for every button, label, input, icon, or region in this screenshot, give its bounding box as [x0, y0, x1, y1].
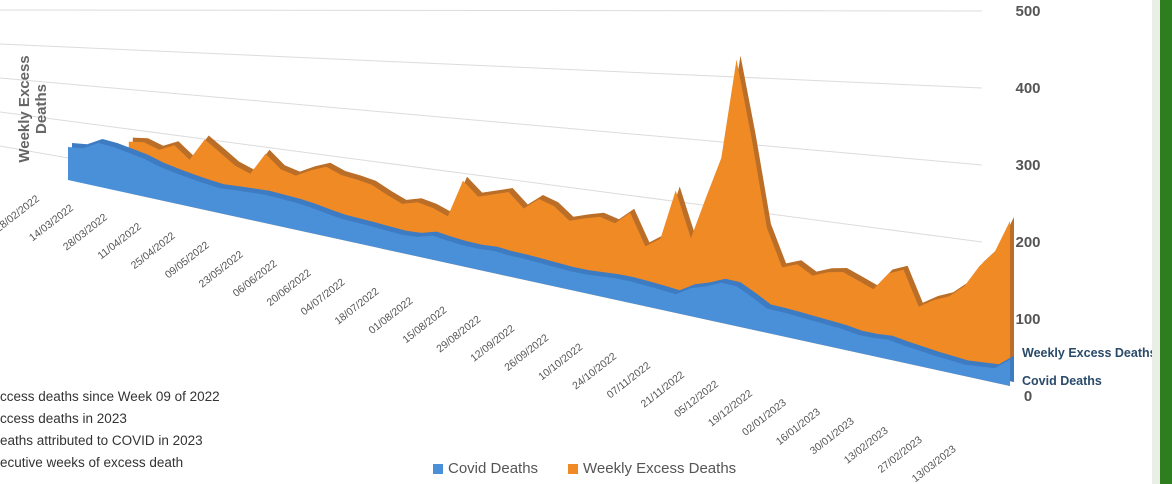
legend-label-covid: Covid Deaths	[448, 460, 539, 477]
legend-swatch-covid	[433, 463, 443, 474]
gridline	[0, 43, 983, 89]
legend-swatch-excess	[568, 463, 579, 474]
y-axis-title: Weekly Excess Deaths	[16, 55, 50, 163]
note-line: ccess deaths in 2023	[0, 411, 127, 426]
series-label-covid: Covid Deaths	[1022, 374, 1102, 388]
note-line: ccess deaths since Week 09 of 2022	[0, 389, 220, 404]
gridline	[0, 111, 983, 243]
gridline	[0, 77, 983, 166]
gridline	[0, 9, 983, 12]
y-tick-label: 500	[1015, 3, 1040, 20]
y-tick-label: 100	[1015, 311, 1040, 328]
chart-legend: Covid Deaths Weekly Excess Deaths	[433, 460, 736, 477]
notes-panel: ccess deaths since Week 09 of 2022 ccess…	[0, 386, 220, 474]
note-line: eaths attributed to COVID in 2023	[0, 433, 203, 448]
y-tick-label: 200	[1015, 234, 1040, 251]
page-edge	[1152, 0, 1160, 484]
y-tick-label: 300	[1015, 157, 1040, 174]
series-area-excess	[128, 59, 1011, 386]
green-side-bar	[1160, 0, 1172, 484]
legend-item-covid: Covid Deaths	[433, 460, 538, 477]
y-tick-label: 400	[1015, 80, 1040, 97]
series-label-excess: Weekly Excess Deaths	[1022, 346, 1157, 360]
y-tick-label: 0	[1024, 388, 1032, 405]
series-area-covid	[68, 143, 1010, 386]
legend-item-excess: Weekly Excess Deaths	[568, 460, 736, 477]
legend-label-excess: Weekly Excess Deaths	[583, 460, 737, 477]
note-line: ecutive weeks of excess death	[0, 455, 184, 470]
